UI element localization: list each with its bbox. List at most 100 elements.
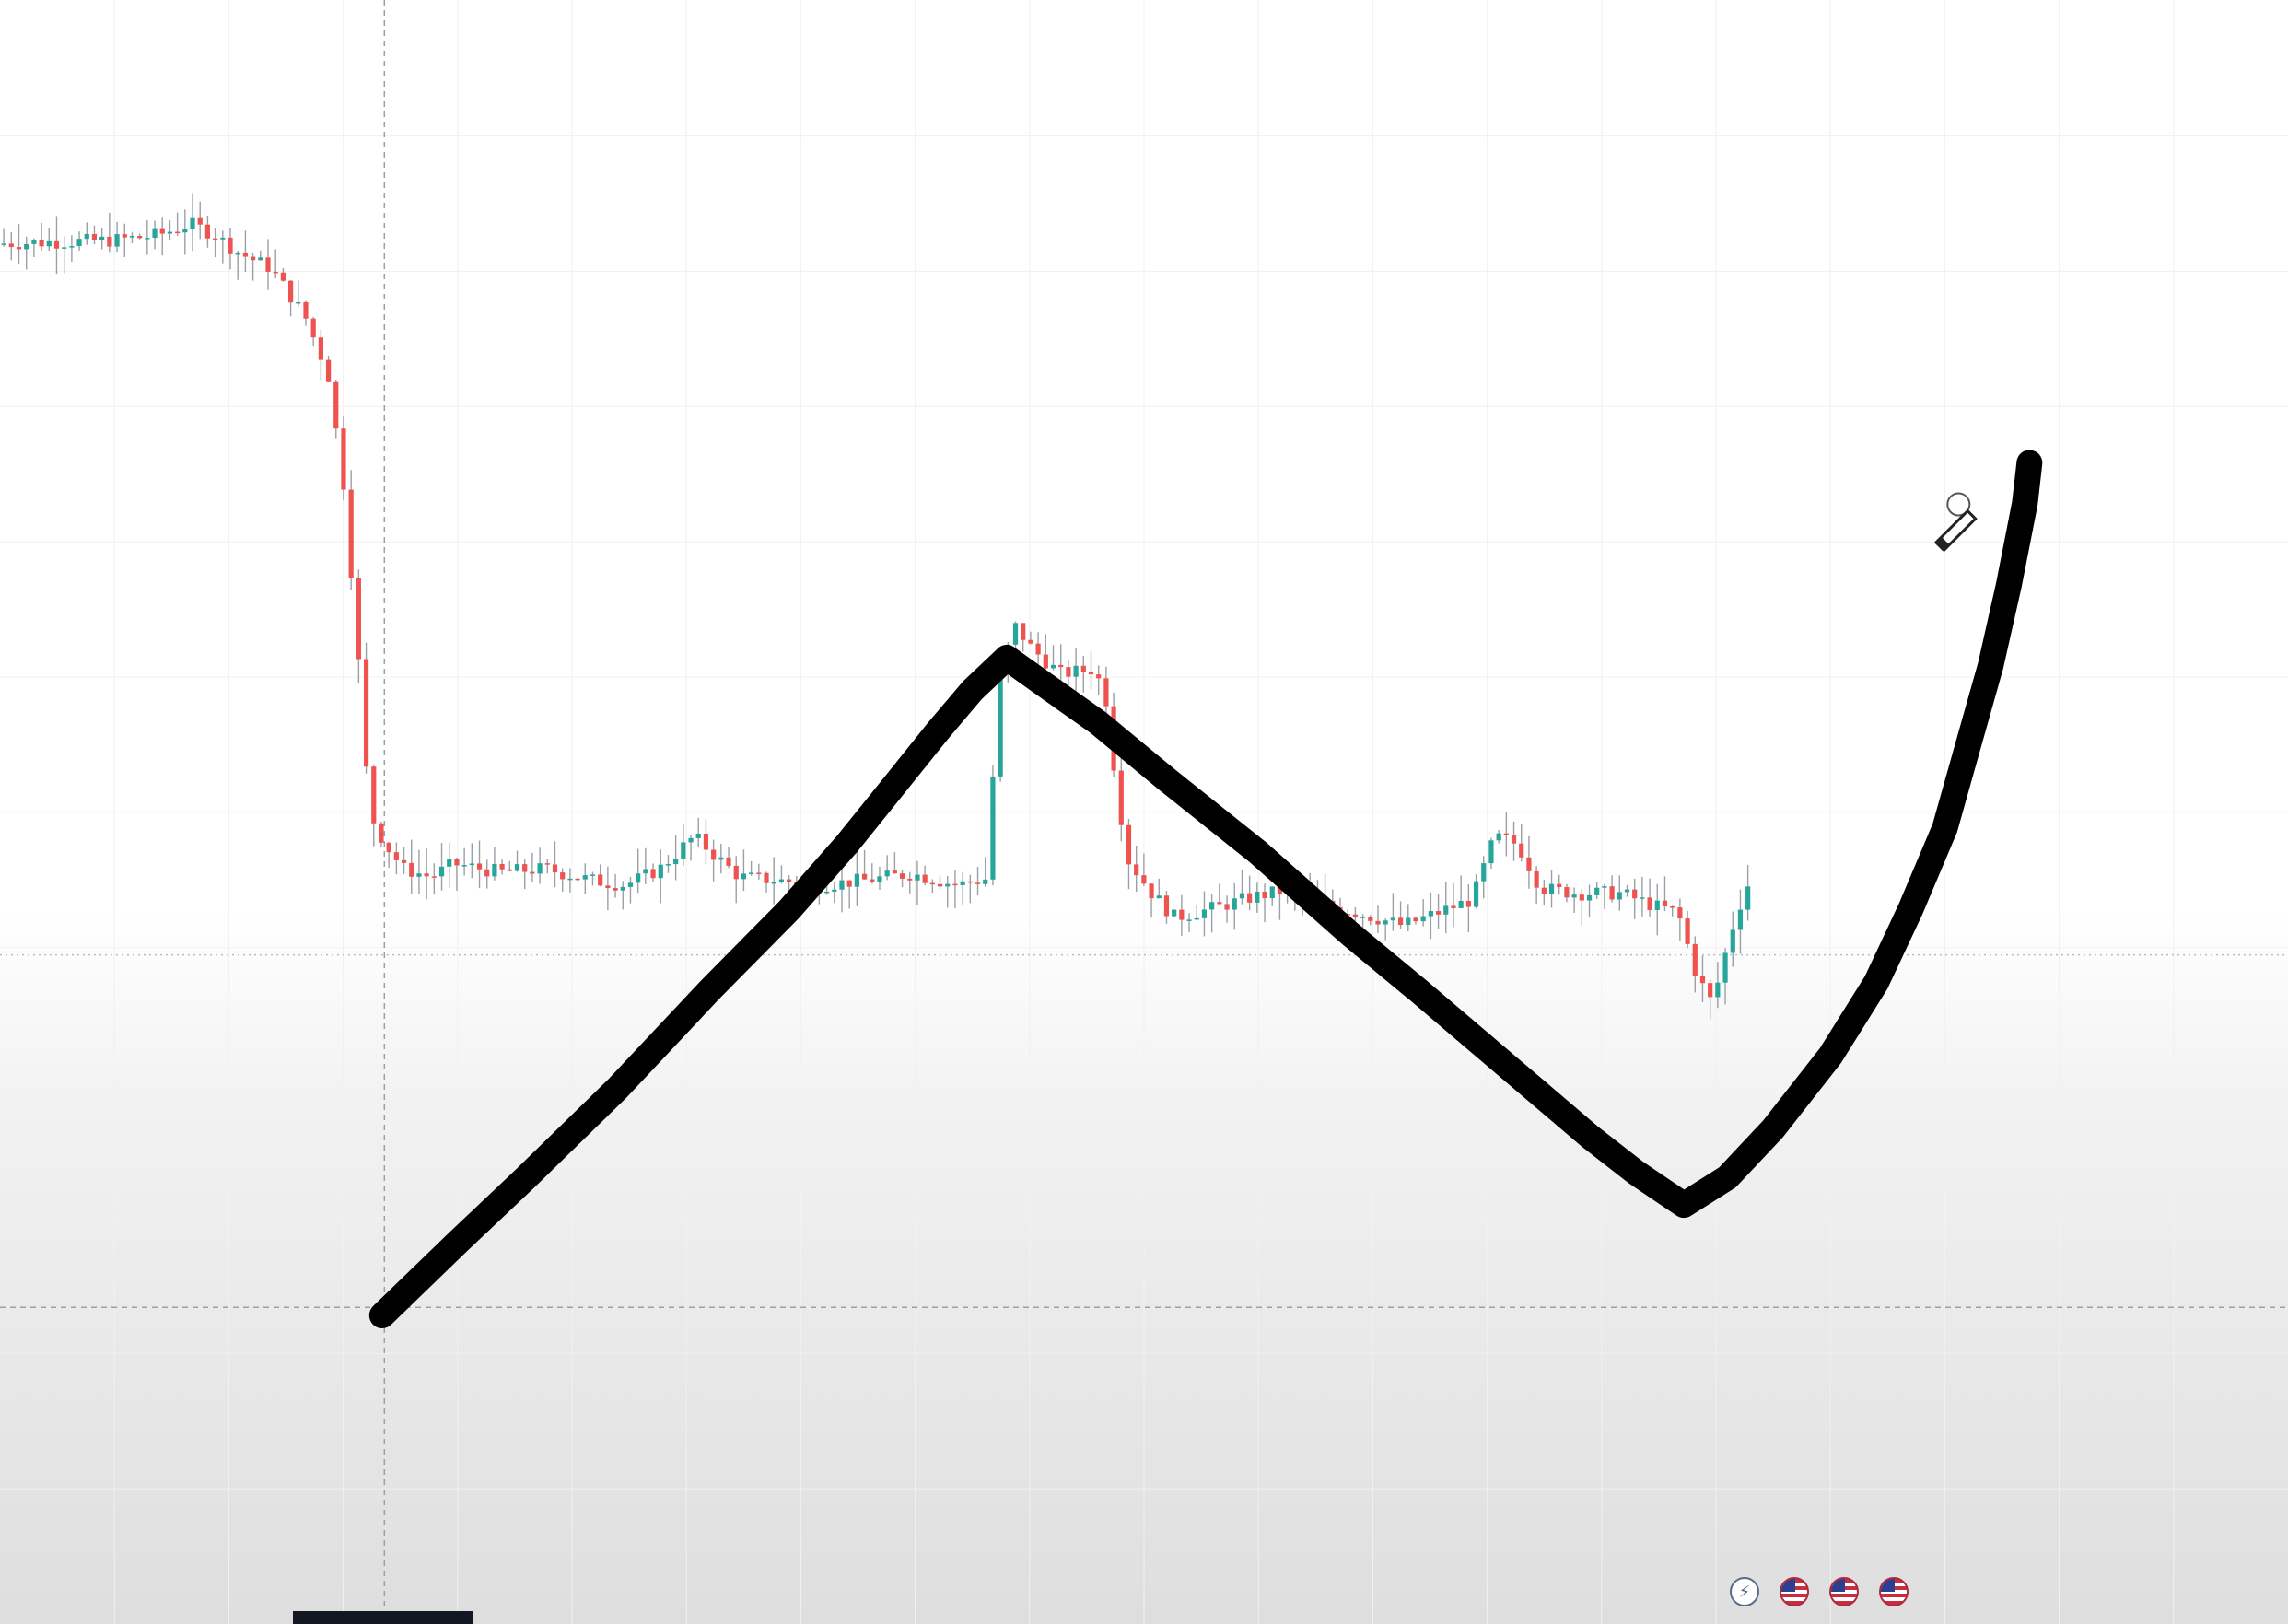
candle-body — [447, 859, 452, 867]
candle-body — [235, 252, 240, 255]
candle-up — [1624, 884, 1630, 897]
candle-up — [258, 250, 263, 261]
candle-down — [967, 874, 973, 904]
candle-up — [1654, 883, 1660, 936]
candle-body — [650, 869, 656, 879]
candle-down — [424, 847, 429, 900]
candle-body — [1428, 911, 1433, 917]
candle-body — [1715, 982, 1721, 998]
lightning-icon[interactable]: ⚡ — [1730, 1577, 1759, 1606]
candle-up — [190, 193, 195, 252]
candle-body — [1134, 864, 1139, 876]
candle-down — [39, 222, 44, 251]
candle-body — [242, 252, 249, 257]
candle-body — [416, 873, 422, 877]
candle-body — [76, 239, 82, 247]
us-flag-icon[interactable] — [1879, 1577, 1909, 1606]
candle-down — [1141, 853, 1147, 886]
candle-body — [213, 238, 218, 240]
candle-body — [832, 889, 837, 892]
candle-body — [1096, 674, 1102, 679]
candle-body — [1677, 907, 1683, 919]
candle-down — [386, 841, 391, 869]
candle-body — [1685, 918, 1690, 944]
candle-down — [1118, 744, 1124, 842]
candle-body — [431, 876, 437, 878]
candle-body — [318, 337, 323, 360]
candle-body — [620, 886, 625, 891]
candle-body — [1103, 678, 1109, 707]
candle-body — [1080, 665, 1086, 672]
candle-up — [167, 220, 173, 241]
candle-body — [627, 882, 634, 887]
candle-up — [778, 865, 785, 884]
candle-down — [907, 871, 913, 894]
candle-down — [393, 842, 399, 875]
candle-body — [1654, 900, 1660, 910]
candle-down — [1126, 818, 1132, 890]
candle-down — [1368, 915, 1373, 926]
candle-down — [1465, 883, 1471, 933]
candle-up — [220, 230, 226, 264]
candle-body — [1224, 904, 1230, 910]
candle-down — [1511, 821, 1517, 861]
drawing-layer[interactable] — [368, 450, 2043, 1328]
candle-body — [1481, 863, 1487, 882]
candle-body — [287, 280, 294, 303]
candle-down — [484, 859, 490, 889]
candle-down — [175, 212, 181, 236]
candle-down — [522, 859, 528, 890]
candle-up — [24, 236, 29, 270]
candle-up — [1617, 875, 1622, 911]
candle-body — [673, 859, 679, 865]
candle-body — [1557, 883, 1562, 888]
candle-down — [1179, 894, 1185, 936]
candle-body — [1571, 894, 1577, 898]
candle-body — [145, 238, 150, 240]
candle-body — [1632, 889, 1638, 899]
candle-body — [280, 272, 286, 281]
candle-up — [62, 235, 67, 274]
us-flag-icon[interactable] — [1780, 1577, 1809, 1606]
candle-body — [228, 237, 233, 254]
candle-body — [605, 885, 611, 889]
candle-down — [899, 870, 905, 888]
candle-down — [454, 857, 460, 891]
candle-body — [741, 873, 747, 880]
candle-up — [658, 849, 663, 904]
candle-down — [1503, 812, 1509, 857]
candle-body — [1239, 893, 1245, 899]
candle-down — [273, 249, 278, 279]
candle-body — [341, 428, 346, 490]
candle-down — [242, 230, 249, 273]
candle-body — [1435, 911, 1442, 915]
candle-body — [1163, 895, 1170, 917]
candle-body — [371, 766, 377, 824]
candle-up — [1443, 882, 1449, 934]
candle-down — [922, 865, 928, 885]
candle-body — [567, 878, 573, 881]
candle-body — [922, 874, 928, 883]
candle-down — [544, 859, 550, 874]
candle-down — [1413, 916, 1418, 925]
candle-body — [310, 318, 316, 338]
candle-up — [673, 835, 679, 881]
candle-down — [1247, 875, 1253, 911]
candle-body — [514, 864, 520, 871]
candle-body — [846, 880, 852, 887]
candle-up — [1406, 904, 1411, 932]
candle-body — [461, 865, 467, 867]
candle-up — [1209, 894, 1215, 933]
candle-body — [1262, 891, 1267, 899]
candle-body — [499, 863, 505, 870]
candle-down — [929, 879, 935, 894]
candle-body — [884, 870, 890, 877]
candle-down — [213, 228, 218, 258]
us-flag-icon[interactable] — [1829, 1577, 1859, 1606]
candle-down — [1692, 936, 1698, 993]
candle-body — [915, 874, 920, 881]
candle-body — [726, 857, 731, 866]
